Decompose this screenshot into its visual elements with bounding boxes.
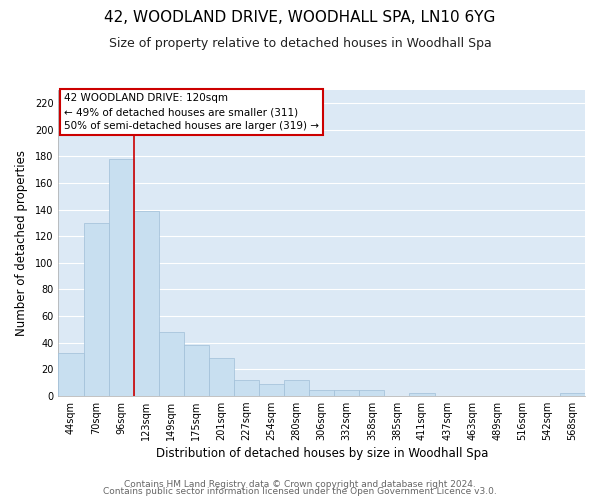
Bar [159, 332, 184, 396]
Bar [309, 390, 334, 396]
Bar [409, 393, 434, 396]
Bar [259, 384, 284, 396]
Bar [83, 223, 109, 396]
Bar [209, 358, 234, 396]
Bar [184, 345, 209, 396]
Bar [359, 390, 385, 396]
Text: Size of property relative to detached houses in Woodhall Spa: Size of property relative to detached ho… [109, 38, 491, 51]
Bar [284, 380, 309, 396]
X-axis label: Distribution of detached houses by size in Woodhall Spa: Distribution of detached houses by size … [155, 447, 488, 460]
Text: 42 WOODLAND DRIVE: 120sqm
← 49% of detached houses are smaller (311)
50% of semi: 42 WOODLAND DRIVE: 120sqm ← 49% of detac… [64, 93, 319, 131]
Text: Contains public sector information licensed under the Open Government Licence v3: Contains public sector information licen… [103, 487, 497, 496]
Bar [134, 211, 159, 396]
Bar [334, 390, 359, 396]
Bar [234, 380, 259, 396]
Y-axis label: Number of detached properties: Number of detached properties [15, 150, 28, 336]
Bar [560, 393, 585, 396]
Bar [109, 159, 134, 396]
Text: 42, WOODLAND DRIVE, WOODHALL SPA, LN10 6YG: 42, WOODLAND DRIVE, WOODHALL SPA, LN10 6… [104, 10, 496, 25]
Text: Contains HM Land Registry data © Crown copyright and database right 2024.: Contains HM Land Registry data © Crown c… [124, 480, 476, 489]
Bar [58, 353, 83, 396]
